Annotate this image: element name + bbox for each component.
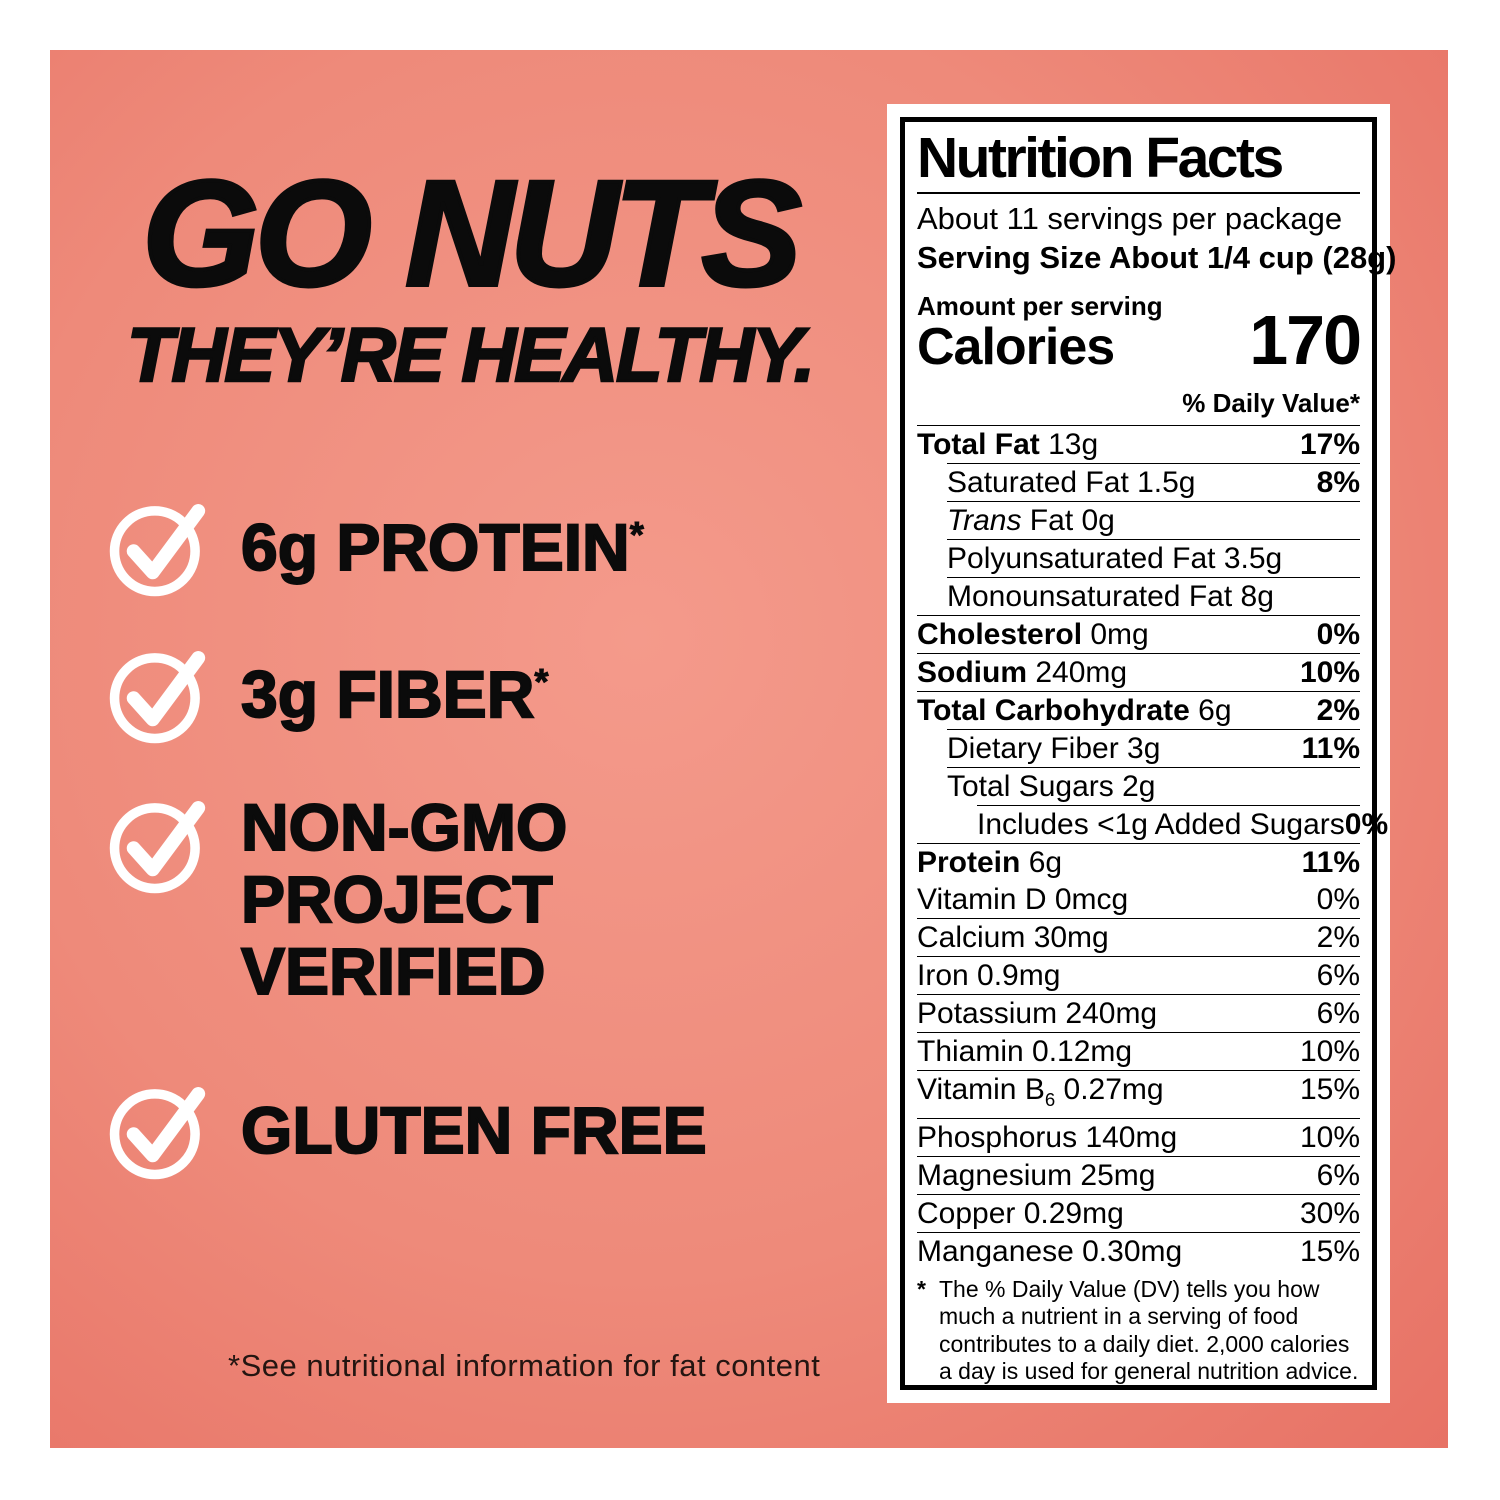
servings-per-package: About 11 servings per package bbox=[917, 200, 1343, 236]
footnote-marker: * bbox=[917, 1275, 926, 1302]
nutrition-facts-card: Nutrition Facts About 11 servings per pa… bbox=[887, 104, 1397, 1403]
nutrient-row: Thiamin 0.12mg 10% bbox=[917, 1031, 1360, 1070]
daily-value-footnote: * The % Daily Value (DV) tells you how m… bbox=[917, 1276, 1360, 1386]
nutrition-facts-label: Nutrition Facts About 11 servings per pa… bbox=[900, 117, 1397, 1390]
fat-content-footnote: *See nutritional information for fat con… bbox=[228, 1348, 821, 1383]
headline-line2: THEY’RE HEALTHY. bbox=[126, 313, 816, 398]
nutrient-row: Phosphorus 140mg 10% bbox=[917, 1117, 1360, 1156]
divider bbox=[917, 191, 1360, 194]
bullet-text: GLUTEN FREE bbox=[240, 1093, 708, 1168]
nutrient-row: Calcium 30mg 2% bbox=[917, 917, 1360, 956]
check-icon bbox=[109, 1087, 206, 1180]
coral-panel: GO NUTS THEY’RE HEALTHY. 6g PROTEIN* 3g … bbox=[50, 50, 1448, 1448]
nutrient-row: Iron 0.9mg 6% bbox=[917, 955, 1360, 994]
calories-label: Calories bbox=[917, 317, 1115, 376]
nutrient-row: Total Fat 13g 17% bbox=[917, 424, 1360, 463]
headline-line1: GO NUTS bbox=[140, 149, 803, 317]
bullet-fiber: 3g FIBER* bbox=[105, 642, 549, 748]
nutrient-rows: Total Fat 13g 17% Saturated Fat 1.5g 8% Tran… bbox=[917, 424, 1388, 881]
bullet-gluten-free: GLUTEN FREE bbox=[105, 1078, 708, 1184]
bullet-text: 6g PROTEIN* bbox=[240, 510, 644, 585]
footnote-text: The % Daily Value (DV) tells you how muc… bbox=[939, 1275, 1359, 1385]
bullet-protein: 6g PROTEIN* bbox=[105, 495, 644, 601]
check-icon bbox=[109, 504, 206, 597]
calories-block: Amount per serving Calories 170 bbox=[917, 290, 1362, 380]
nutrient-row: Vitamin D 0mcg 0% bbox=[917, 882, 1360, 916]
nutrient-row: Monounsaturated Fat 8g bbox=[947, 576, 1360, 615]
nutrient-row: Saturated Fat 1.5g 8% bbox=[947, 462, 1360, 501]
nutrient-row: Total Sugars 2g bbox=[947, 766, 1360, 805]
nutrition-facts-title: Nutrition Facts bbox=[917, 126, 1284, 190]
nutrient-row: Trans Fat 0g bbox=[947, 500, 1360, 539]
bullet-non-gmo: NON-GMO PROJECT VERIFIED bbox=[105, 790, 568, 1008]
calories-value: 170 bbox=[1249, 301, 1362, 380]
nutrient-row: Vitamin B6 0.27mg 15% bbox=[917, 1069, 1360, 1118]
nutrient-row: Total Carbohydrate 6g 2% bbox=[917, 690, 1360, 729]
nutrient-row: Magnesium 25mg 6% bbox=[917, 1155, 1360, 1194]
headline: GO NUTS THEY’RE HEALTHY. bbox=[50, 149, 890, 398]
nutrient-row: Potassium 240mg 6% bbox=[917, 993, 1360, 1032]
check-icon bbox=[109, 801, 206, 894]
nutrient-row: Cholesterol 0mg 0% bbox=[917, 614, 1360, 653]
check-icon bbox=[109, 651, 206, 744]
nutrient-row: Includes <1g Added Sugars 0% bbox=[977, 804, 1388, 843]
nutrient-row: Copper 0.29mg 30% bbox=[917, 1193, 1360, 1232]
vitamin-rows: Vitamin D 0mcg 0% Calcium 30mg 2% Iron 0.9mg… bbox=[917, 881, 1360, 1270]
nutrient-row: Protein 6g 11% bbox=[917, 842, 1360, 881]
daily-value-header: % Daily Value* bbox=[1182, 387, 1360, 418]
serving-size: Serving Size About 1/4 cup (28g) bbox=[917, 239, 1397, 275]
nutrient-row: Sodium 240mg 10% bbox=[917, 652, 1360, 691]
nutrient-row: Polyunsaturated Fat 3.5g bbox=[947, 538, 1360, 577]
bullet-text: 3g FIBER* bbox=[240, 657, 549, 732]
nutrient-row: Dietary Fiber 3g 11% bbox=[947, 728, 1360, 767]
nutrient-row: Manganese 0.30mg 15% bbox=[917, 1231, 1360, 1270]
bullet-text: NON-GMO PROJECT VERIFIED bbox=[240, 790, 568, 1008]
amount-per-serving: Amount per serving bbox=[917, 290, 1163, 321]
